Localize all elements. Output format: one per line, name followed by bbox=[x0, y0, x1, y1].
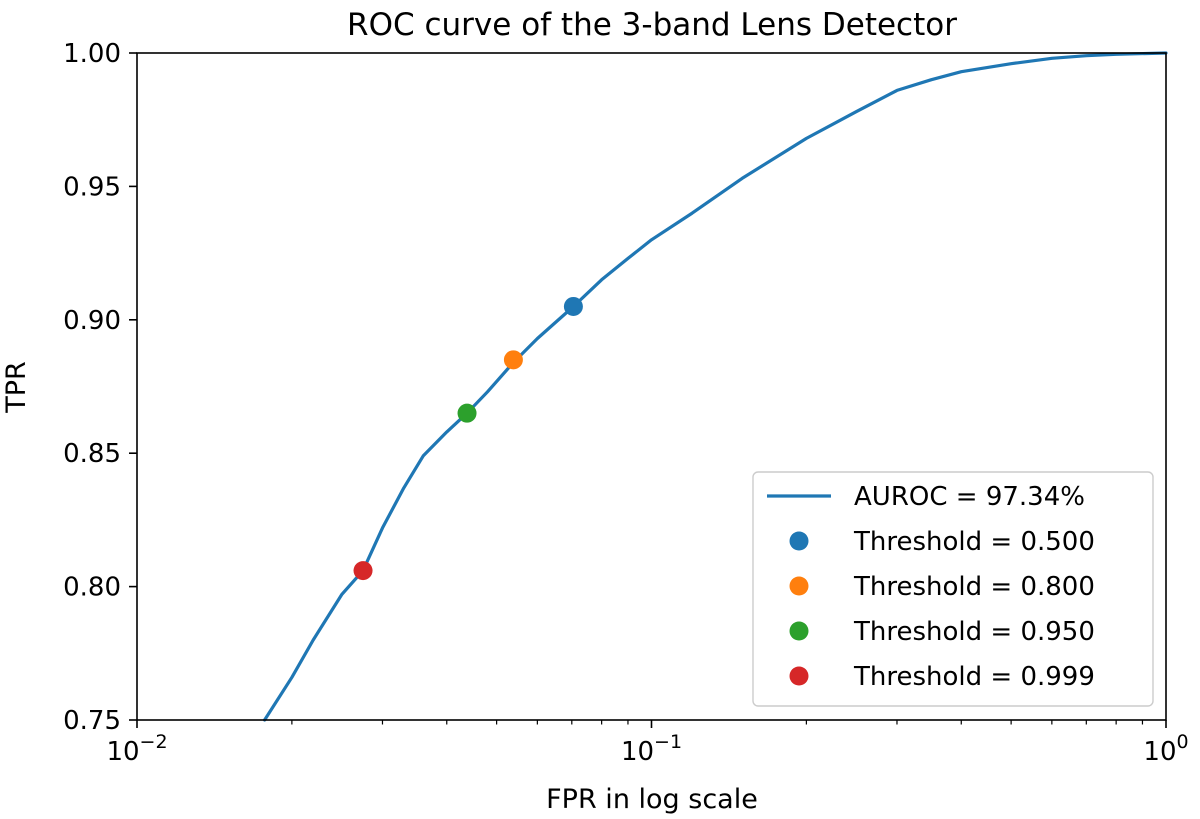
roc-curve-line bbox=[263, 51, 1168, 722]
legend-label: Threshold = 0.999 bbox=[853, 662, 1095, 692]
legend-label: Threshold = 0.950 bbox=[853, 617, 1095, 647]
threshold-point-0 bbox=[563, 296, 583, 316]
x-tick-label: 100 bbox=[1143, 731, 1188, 767]
legend-label: Threshold = 0.500 bbox=[853, 527, 1095, 557]
legend-dot-swatch bbox=[789, 666, 809, 686]
y-axis-label: TPR bbox=[1, 361, 32, 414]
threshold-point-1 bbox=[503, 350, 523, 370]
y-tick-label: 0.85 bbox=[63, 439, 121, 469]
legend-dot-swatch bbox=[789, 531, 809, 551]
y-tick-label: 0.75 bbox=[63, 706, 121, 736]
axis-ticks: 10−2 10−1 100 0.75 0.80 0.85 0.90 0.95 1.00 bbox=[63, 39, 1188, 767]
legend-label: Threshold = 0.800 bbox=[853, 572, 1095, 602]
legend-box bbox=[752, 471, 1154, 707]
legend-dot-swatch bbox=[789, 576, 809, 596]
legend-label: AUROC = 97.34% bbox=[854, 482, 1085, 512]
threshold-point-2 bbox=[457, 403, 477, 423]
threshold-point-3 bbox=[353, 561, 373, 581]
x-axis-label: FPR in log scale bbox=[546, 784, 758, 815]
y-tick-label: 0.95 bbox=[63, 172, 121, 202]
x-tick-label: 10−2 bbox=[106, 731, 167, 767]
x-tick-label: 10−1 bbox=[621, 731, 682, 767]
legend: AUROC = 97.34% Threshold = 0.500 Threshold… bbox=[752, 471, 1154, 707]
y-tick-label: 0.80 bbox=[63, 573, 121, 603]
legend-dot-swatch bbox=[789, 621, 809, 641]
chart-title: ROC curve of the 3-band Lens Detector bbox=[347, 7, 957, 43]
y-tick-label: 0.90 bbox=[63, 306, 121, 336]
y-tick-label: 1.00 bbox=[63, 39, 121, 69]
